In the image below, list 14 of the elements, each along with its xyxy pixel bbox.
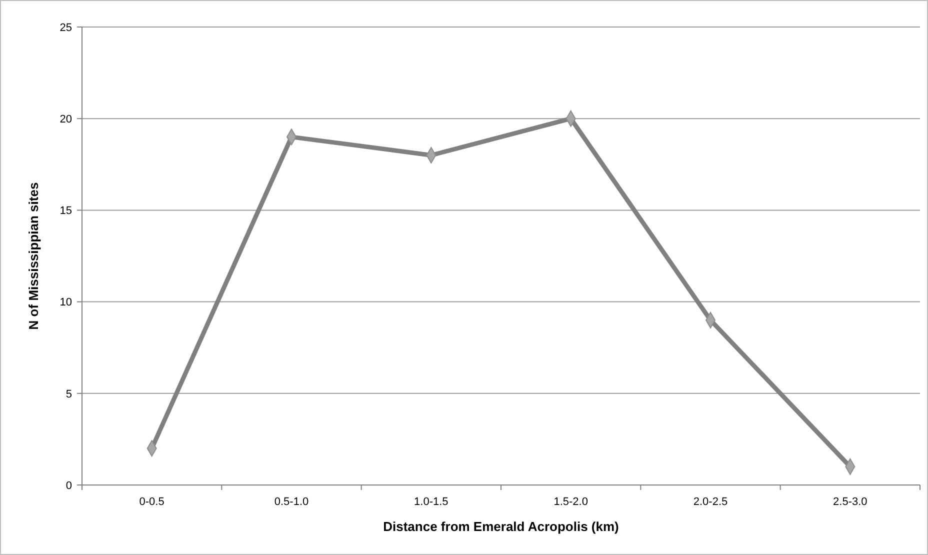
x-axis-title: Distance from Emerald Acropolis (km) (383, 519, 619, 534)
y-tick-label: 10 (60, 296, 72, 309)
y-tick-label: 25 (60, 22, 72, 34)
x-tick-label: 1.5-2.0 (554, 496, 588, 508)
x-tick-label: 1.0-1.5 (414, 496, 448, 508)
y-tick-label: 0 (66, 480, 72, 492)
y-tick-label: 15 (60, 205, 72, 218)
y-tick-label: 20 (60, 113, 72, 126)
x-tick-label: 2.0-2.5 (693, 496, 728, 508)
y-axis-title: N of Mississippian sites (26, 182, 41, 330)
x-tick-label: 0.5-1.0 (274, 496, 309, 508)
y-tick-label: 5 (66, 388, 72, 400)
x-tick-label: 2.5-3.0 (833, 496, 868, 508)
x-tick-label: 0-0.5 (139, 496, 164, 508)
